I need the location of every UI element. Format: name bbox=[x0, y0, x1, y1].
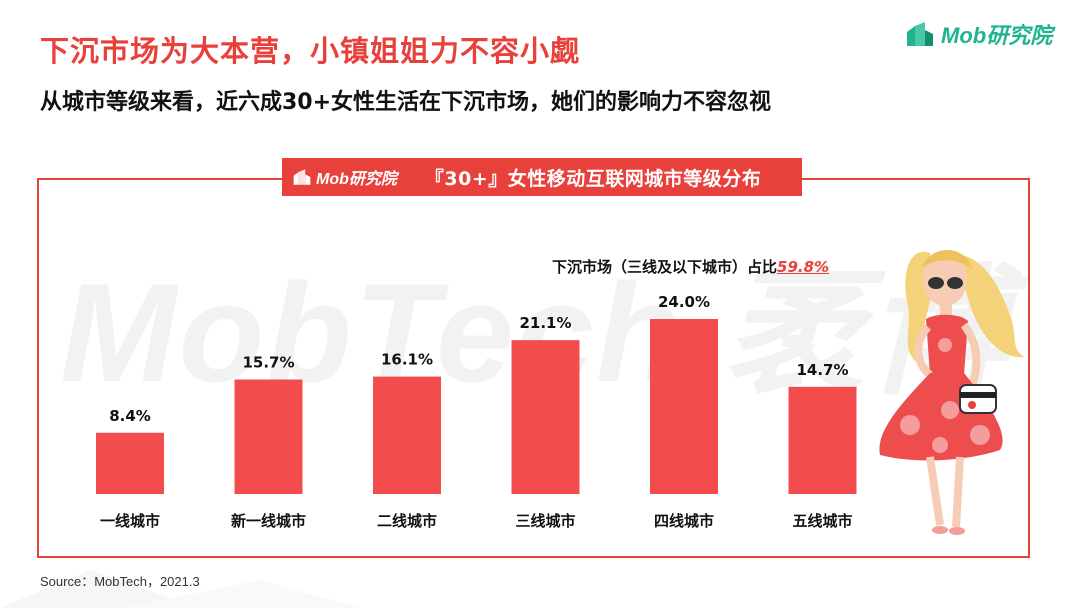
bar-0 bbox=[96, 432, 164, 494]
bar-value-label-3: 21.1% bbox=[519, 314, 571, 332]
category-label-3: 三线城市 bbox=[515, 512, 575, 530]
category-label-2: 二线城市 bbox=[377, 512, 437, 530]
bar-value-label-2: 16.1% bbox=[381, 351, 433, 369]
highlight-value: 59.8% bbox=[777, 258, 830, 276]
highlight-label: 下沉市场（三线及以下城市）占比 bbox=[552, 258, 778, 276]
bar-5 bbox=[788, 386, 857, 494]
page-subtitle: 从城市等级来看，近六成30+女性生活在下沉市场，她们的影响力不容忽视 bbox=[40, 90, 772, 115]
woman-illustration bbox=[879, 250, 1025, 535]
bar-value-label-5: 14.7% bbox=[796, 361, 848, 379]
sinking-market-highlight: 下沉市场（三线及以下城市）占比59.8% bbox=[552, 256, 829, 277]
category-label-0: 一线城市 bbox=[100, 512, 160, 530]
chart-header-logo: Mob研究院 bbox=[292, 165, 397, 189]
decorative-bottom-shapes bbox=[0, 570, 360, 608]
brand-logo: Mob研究院 bbox=[905, 16, 1065, 52]
building-icon bbox=[293, 169, 311, 185]
category-label-4: 四线城市 bbox=[654, 512, 714, 530]
chart-title: 『30+』女性移动互联网城市等级分布 bbox=[424, 167, 762, 190]
logo-text: Mob研究院 bbox=[941, 23, 1053, 48]
bar-value-label-4: 24.0% bbox=[658, 293, 710, 311]
bar-2 bbox=[373, 376, 441, 494]
source-note: Source：MobTech，2021.3 bbox=[40, 574, 200, 589]
page-title: 下沉市场为大本营，小镇姐姐力不容小觑 bbox=[40, 34, 581, 68]
bar-value-label-0: 8.4% bbox=[109, 407, 151, 425]
bar-value-label-1: 15.7% bbox=[242, 354, 294, 372]
bar-4 bbox=[650, 319, 718, 494]
chart-header-logo-text: Mob研究院 bbox=[316, 171, 397, 188]
bar-1 bbox=[234, 379, 303, 494]
category-label-1: 新一线城市 bbox=[231, 512, 306, 530]
category-label-5: 五线城市 bbox=[792, 512, 852, 530]
chart-header: Mob研究院 『30+』女性移动互联网城市等级分布 bbox=[282, 158, 802, 196]
bar-3 bbox=[511, 340, 580, 494]
building-icon bbox=[907, 22, 933, 46]
